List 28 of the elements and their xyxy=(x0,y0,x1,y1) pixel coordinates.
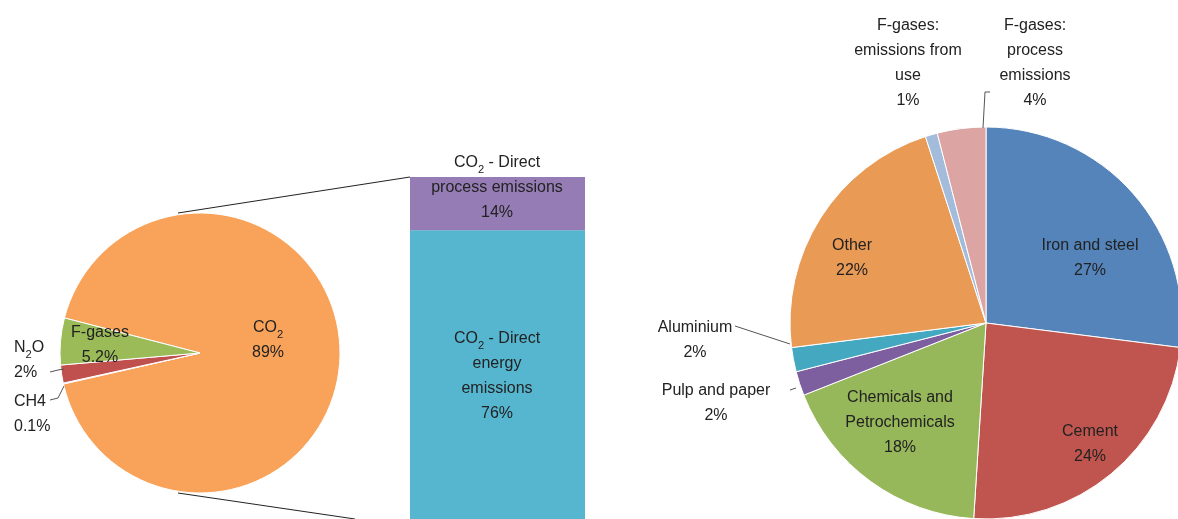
data-label: 27% xyxy=(1073,261,1107,278)
data-label: 0.1% xyxy=(14,417,51,434)
series-label: CO$_{2}$ - Direct energy emissions xyxy=(453,329,541,396)
slice-label: Chemicals and Petrochemicals xyxy=(845,388,955,430)
slice-label: Cement xyxy=(1061,422,1119,439)
slice-label: CO$_{2}$ xyxy=(252,318,284,340)
data-label: 2% xyxy=(683,343,707,360)
data-label: 2% xyxy=(704,406,728,423)
data-label: 2% xyxy=(14,363,38,380)
data-label: 5.2% xyxy=(81,348,119,365)
slice-label: Aluminium xyxy=(657,318,733,335)
slice-label: Pulp and paper xyxy=(661,381,771,398)
data-label: 1% xyxy=(896,91,920,108)
data-label: 22% xyxy=(835,261,869,278)
slice-label: F-gases: emissions from use xyxy=(854,16,962,83)
slice-label: F-gases xyxy=(71,323,129,340)
data-label: 76% xyxy=(480,404,514,421)
slice-label: Iron and steel xyxy=(1041,236,1139,253)
data-label: 24% xyxy=(1073,447,1107,464)
data-label: 14% xyxy=(480,203,514,220)
slice-label: CH4 xyxy=(14,392,47,409)
series-label: CO$_{2}$ - Direct process emissions xyxy=(431,153,563,195)
data-label: 89% xyxy=(251,343,285,360)
slice-label: N$_{2}$O xyxy=(14,338,45,360)
slice-label: F-gases: process emissions xyxy=(999,16,1071,83)
data-label: 4% xyxy=(1023,91,1047,108)
slice-label: Other xyxy=(831,236,873,253)
data-label: 18% xyxy=(883,438,917,455)
